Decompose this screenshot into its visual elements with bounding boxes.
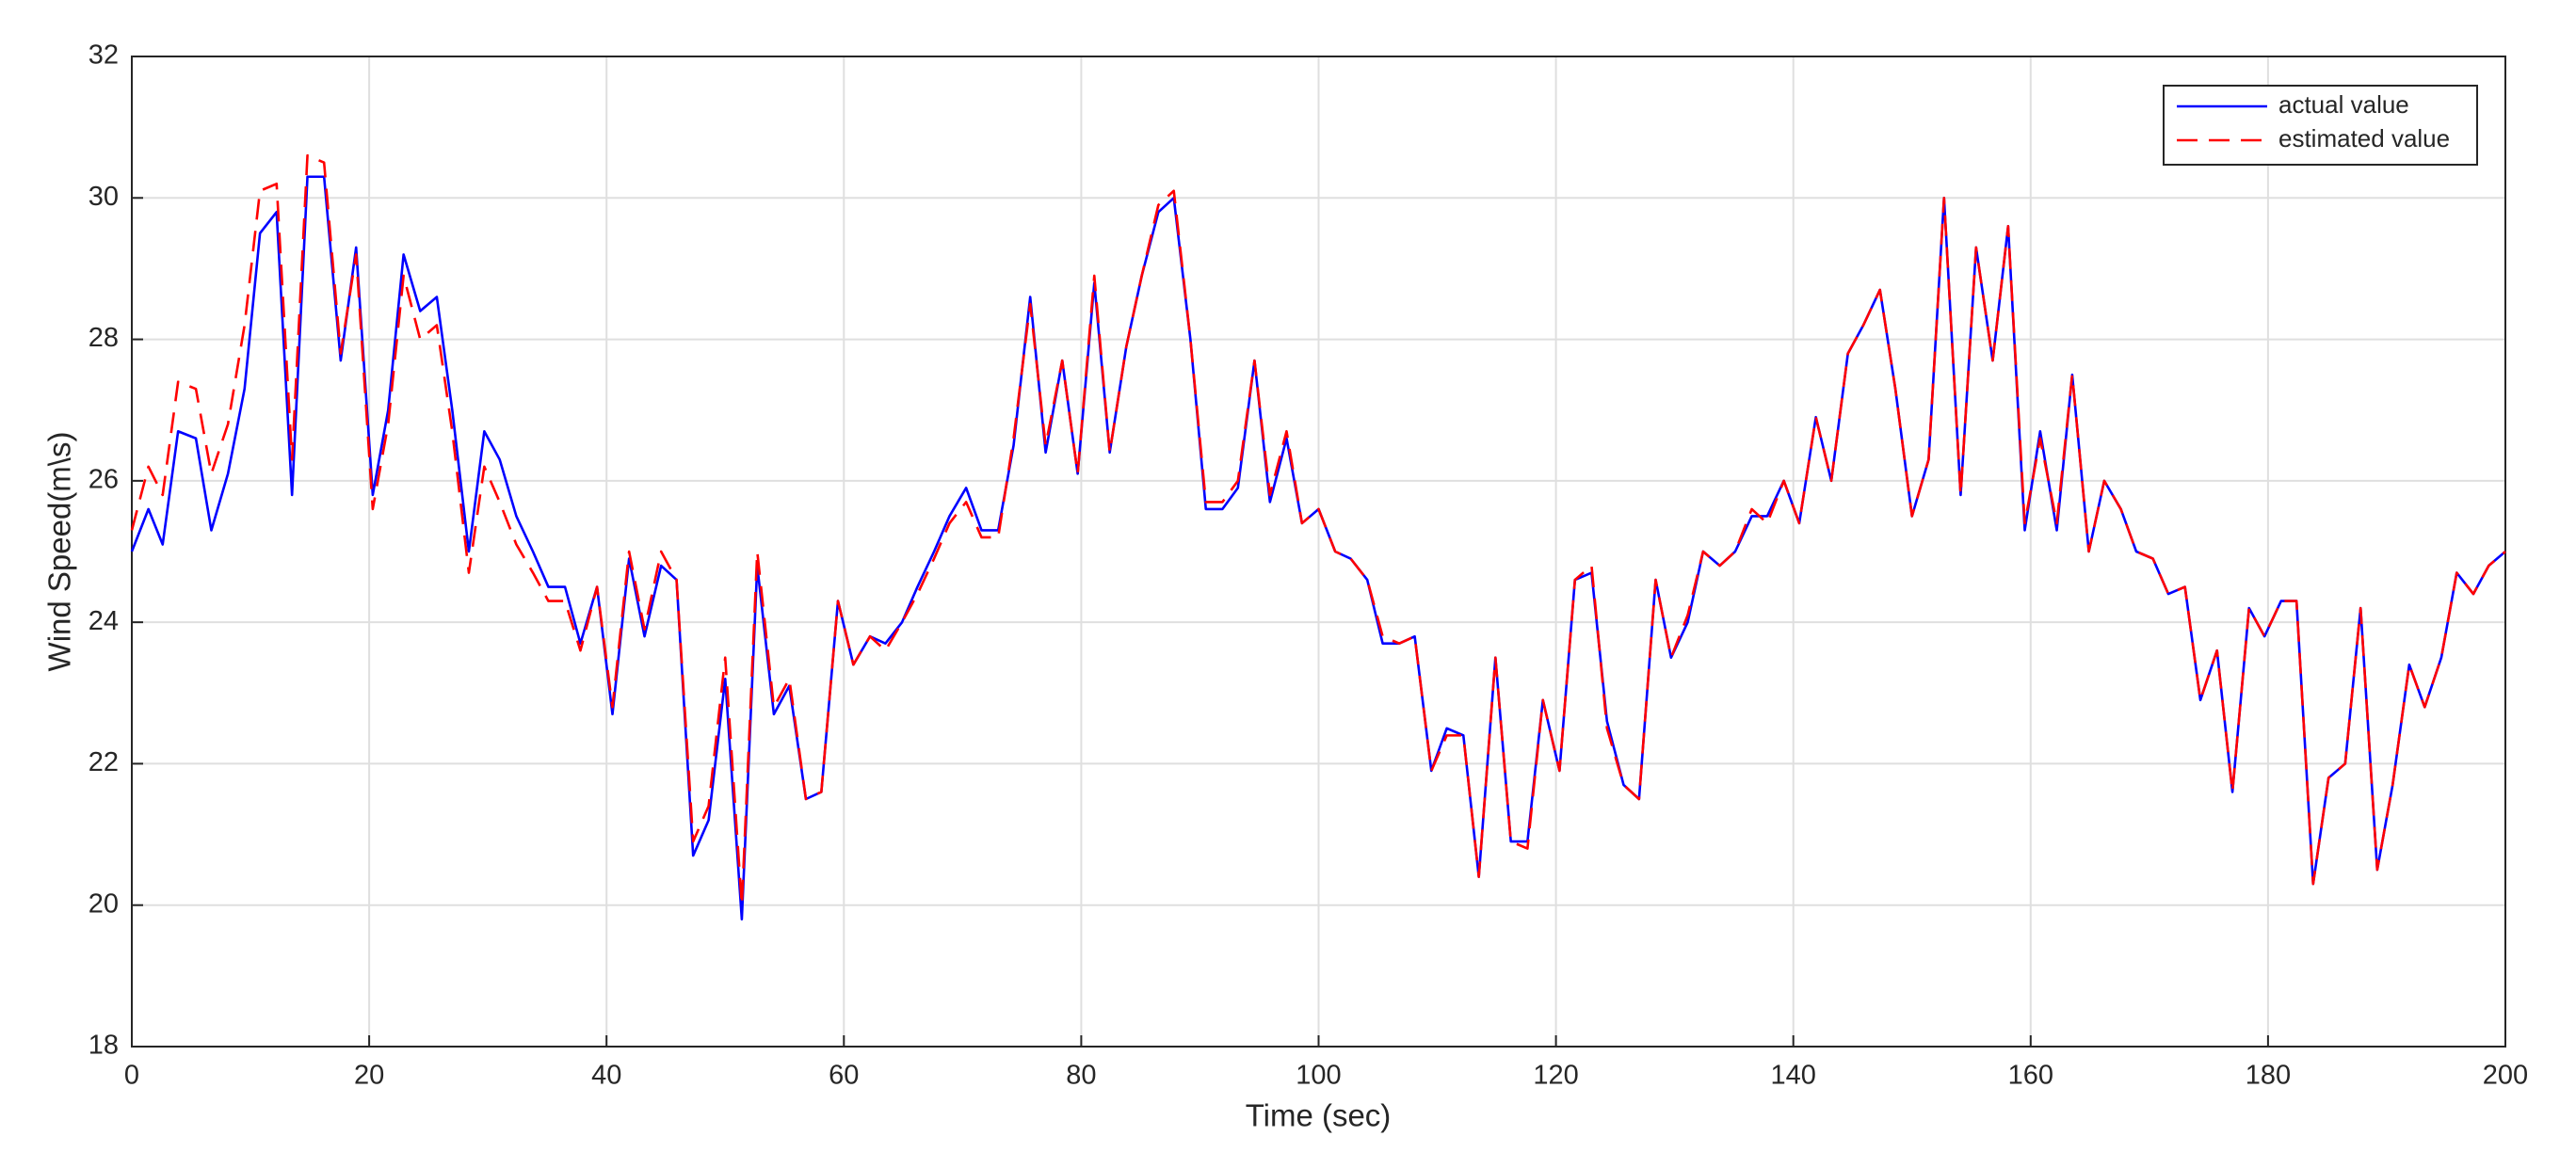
- legend-box: [2163, 85, 2478, 166]
- x-tick-label: 180: [2246, 1061, 2291, 1091]
- x-tick-label: 60: [829, 1061, 859, 1091]
- x-tick-label: 160: [2008, 1061, 2053, 1091]
- y-tick-label: 24: [89, 606, 119, 636]
- series-line: [130, 153, 2506, 907]
- x-tick-label: 20: [354, 1061, 384, 1091]
- x-tick-label: 200: [2483, 1061, 2528, 1091]
- legend-label: actual value: [2278, 90, 2409, 119]
- x-tick-label: 0: [124, 1061, 139, 1091]
- x-tick-label: 80: [1066, 1061, 1096, 1091]
- x-tick-label: 40: [591, 1061, 621, 1091]
- x-tick-label: 100: [1296, 1061, 1341, 1091]
- x-tick-label: 120: [1533, 1061, 1578, 1091]
- x-tick-label: 140: [1771, 1061, 1816, 1091]
- x-axis-label: Time (sec): [1246, 1098, 1392, 1133]
- y-tick-label: 30: [89, 182, 119, 212]
- y-axis-label: Wind Speed(m\s): [42, 432, 77, 672]
- legend-label: estimated value: [2278, 124, 2450, 152]
- y-tick-label: 22: [89, 747, 119, 777]
- y-tick-label: 32: [89, 40, 119, 71]
- y-tick-label: 28: [89, 323, 119, 353]
- y-tick-label: 20: [89, 888, 119, 919]
- y-tick-label: 18: [89, 1031, 119, 1061]
- y-tick-label: 26: [89, 465, 119, 495]
